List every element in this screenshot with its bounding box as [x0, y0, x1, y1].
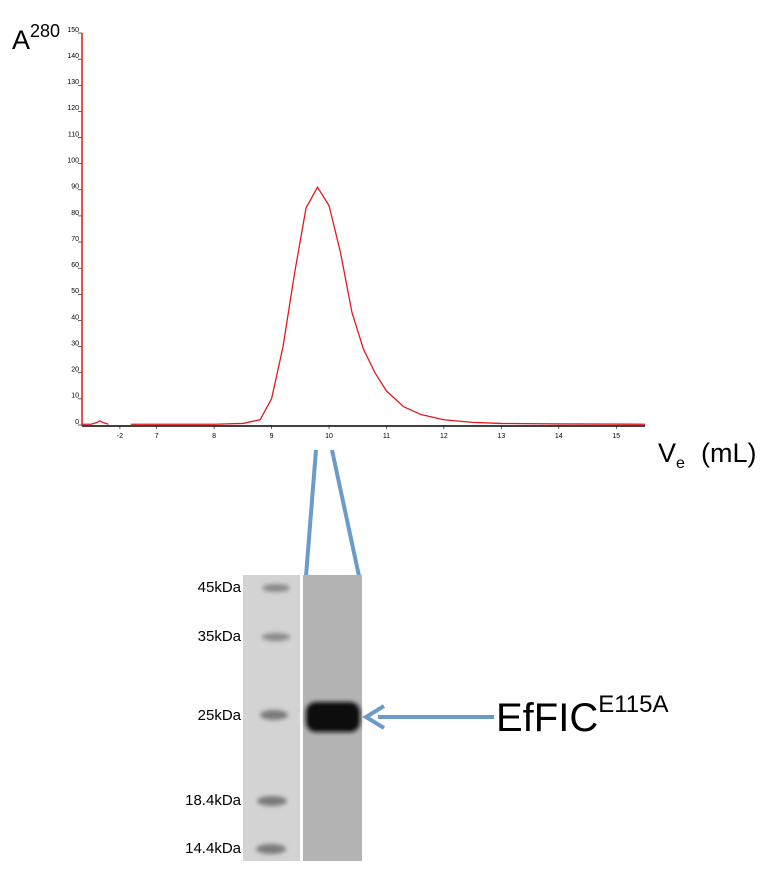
- y-axis-title: A280: [12, 21, 60, 55]
- marker-band: [262, 633, 290, 641]
- connector: [306, 450, 316, 576]
- y-tick-label: 0: [75, 419, 79, 426]
- marker-label: 14.4kDa: [185, 840, 242, 857]
- marker-label: 45kDa: [198, 579, 242, 596]
- x-tick-label: 13: [497, 433, 505, 440]
- x-axis-title-sub: e: [676, 455, 685, 472]
- marker-label: 25kDa: [198, 707, 242, 724]
- marker-band: [260, 710, 288, 720]
- y-tick-label: 30: [71, 340, 79, 347]
- y-tick-label: 90: [71, 184, 79, 191]
- y-tick-label: 10: [71, 393, 79, 400]
- protein-band: [306, 702, 360, 732]
- y-tick-label: 100: [67, 158, 79, 165]
- x-tick-label: 12: [440, 433, 448, 440]
- x-tick-label: 14: [555, 433, 563, 440]
- y-tick-label: 40: [71, 314, 79, 321]
- x-tick-label: 9: [270, 433, 274, 440]
- y-tick-label: 70: [71, 236, 79, 243]
- y-tick-label: 140: [67, 53, 79, 60]
- x-tick-label: -2: [117, 433, 123, 440]
- marker-band: [256, 844, 286, 854]
- band-label-main: EfFIC: [496, 696, 598, 740]
- sample-band: [306, 702, 360, 732]
- x-tick-label: 11: [383, 433, 390, 440]
- y-tick-label: 50: [71, 288, 79, 295]
- y-tick-label: 130: [67, 79, 79, 86]
- y-tick-label: 60: [71, 262, 79, 269]
- figure: A280 Ve (mL) 45kDa 35kDa 25kDa 18.4kDa 1…: [0, 0, 772, 890]
- marker-label: 18.4kDa: [185, 792, 242, 809]
- x-tick-label: 8: [212, 433, 216, 440]
- y-tick-label: 150: [67, 27, 79, 34]
- x-axis-title: Ve: [658, 438, 685, 472]
- connector: [332, 450, 359, 576]
- y-tick-label: 80: [71, 210, 79, 217]
- y-tick-label: 110: [68, 131, 79, 138]
- trace: [82, 187, 645, 424]
- y-axis-title-sup: 280: [30, 21, 60, 41]
- page: {"chart_data": {"type": "line", "y_label…: [0, 0, 772, 890]
- x-axis-unit: (mL): [701, 438, 757, 468]
- band-label: EfFICE115A: [496, 691, 669, 739]
- x-tick-label: 10: [325, 433, 333, 440]
- marker-label: 35kDa: [198, 628, 242, 645]
- y-axis-title-main: A: [12, 25, 30, 55]
- y-tick-label: 20: [71, 367, 79, 374]
- y-tick-label: 120: [67, 105, 79, 112]
- marker-band: [262, 584, 290, 592]
- x-tick-label: 15: [612, 433, 620, 440]
- marker-band: [257, 796, 287, 806]
- x-tick-label: 7: [155, 433, 159, 440]
- band-label-sup: E115A: [598, 691, 668, 718]
- x-axis-title-main: V: [658, 438, 676, 468]
